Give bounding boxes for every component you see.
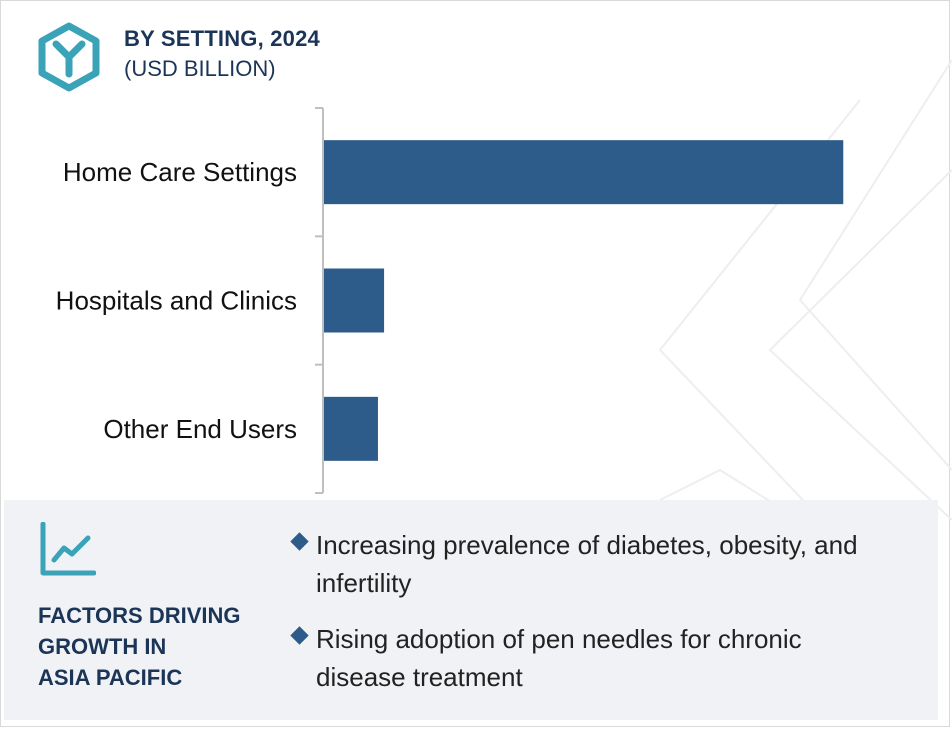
factor-bullet: Increasing prevalence of diabetes, obesi… [290,526,890,602]
chart-subtitle: (USD BILLION) [124,56,276,81]
factors-bullet-list: Increasing prevalence of diabetes, obesi… [290,526,890,714]
factor-text: Increasing prevalence of diabetes, obesi… [316,530,858,598]
factor-text: Rising adoption of pen needles for chron… [316,624,802,692]
category-tick-label: Other End Users [103,414,297,444]
factors-title-line: GROWTH IN [38,634,167,659]
factors-title-line: FACTORS DRIVING [38,603,241,628]
bar [324,268,385,333]
factors-title: FACTORS DRIVING GROWTH IN ASIA PACIFIC [38,600,268,693]
diamond-bullet-icon [290,626,309,645]
line-chart-icon [40,522,96,576]
diamond-bullet-icon [290,532,309,551]
factor-bullet: Rising adoption of pen needles for chron… [290,620,890,696]
hexagon-y-logo-icon [38,22,100,92]
bar [324,140,844,205]
bar-chart: Home Care Settings Hospitals and Clinics O… [56,107,844,494]
category-tick-label: Home Care Settings [63,157,297,187]
chart-title: BY SETTING, 2024 [124,26,320,51]
growth-factors-panel: FACTORS DRIVING GROWTH IN ASIA PACIFIC I… [4,500,938,720]
bar [324,396,378,461]
category-tick-label: Hospitals and Clinics [56,286,297,316]
factors-title-line: ASIA PACIFIC [38,665,183,690]
